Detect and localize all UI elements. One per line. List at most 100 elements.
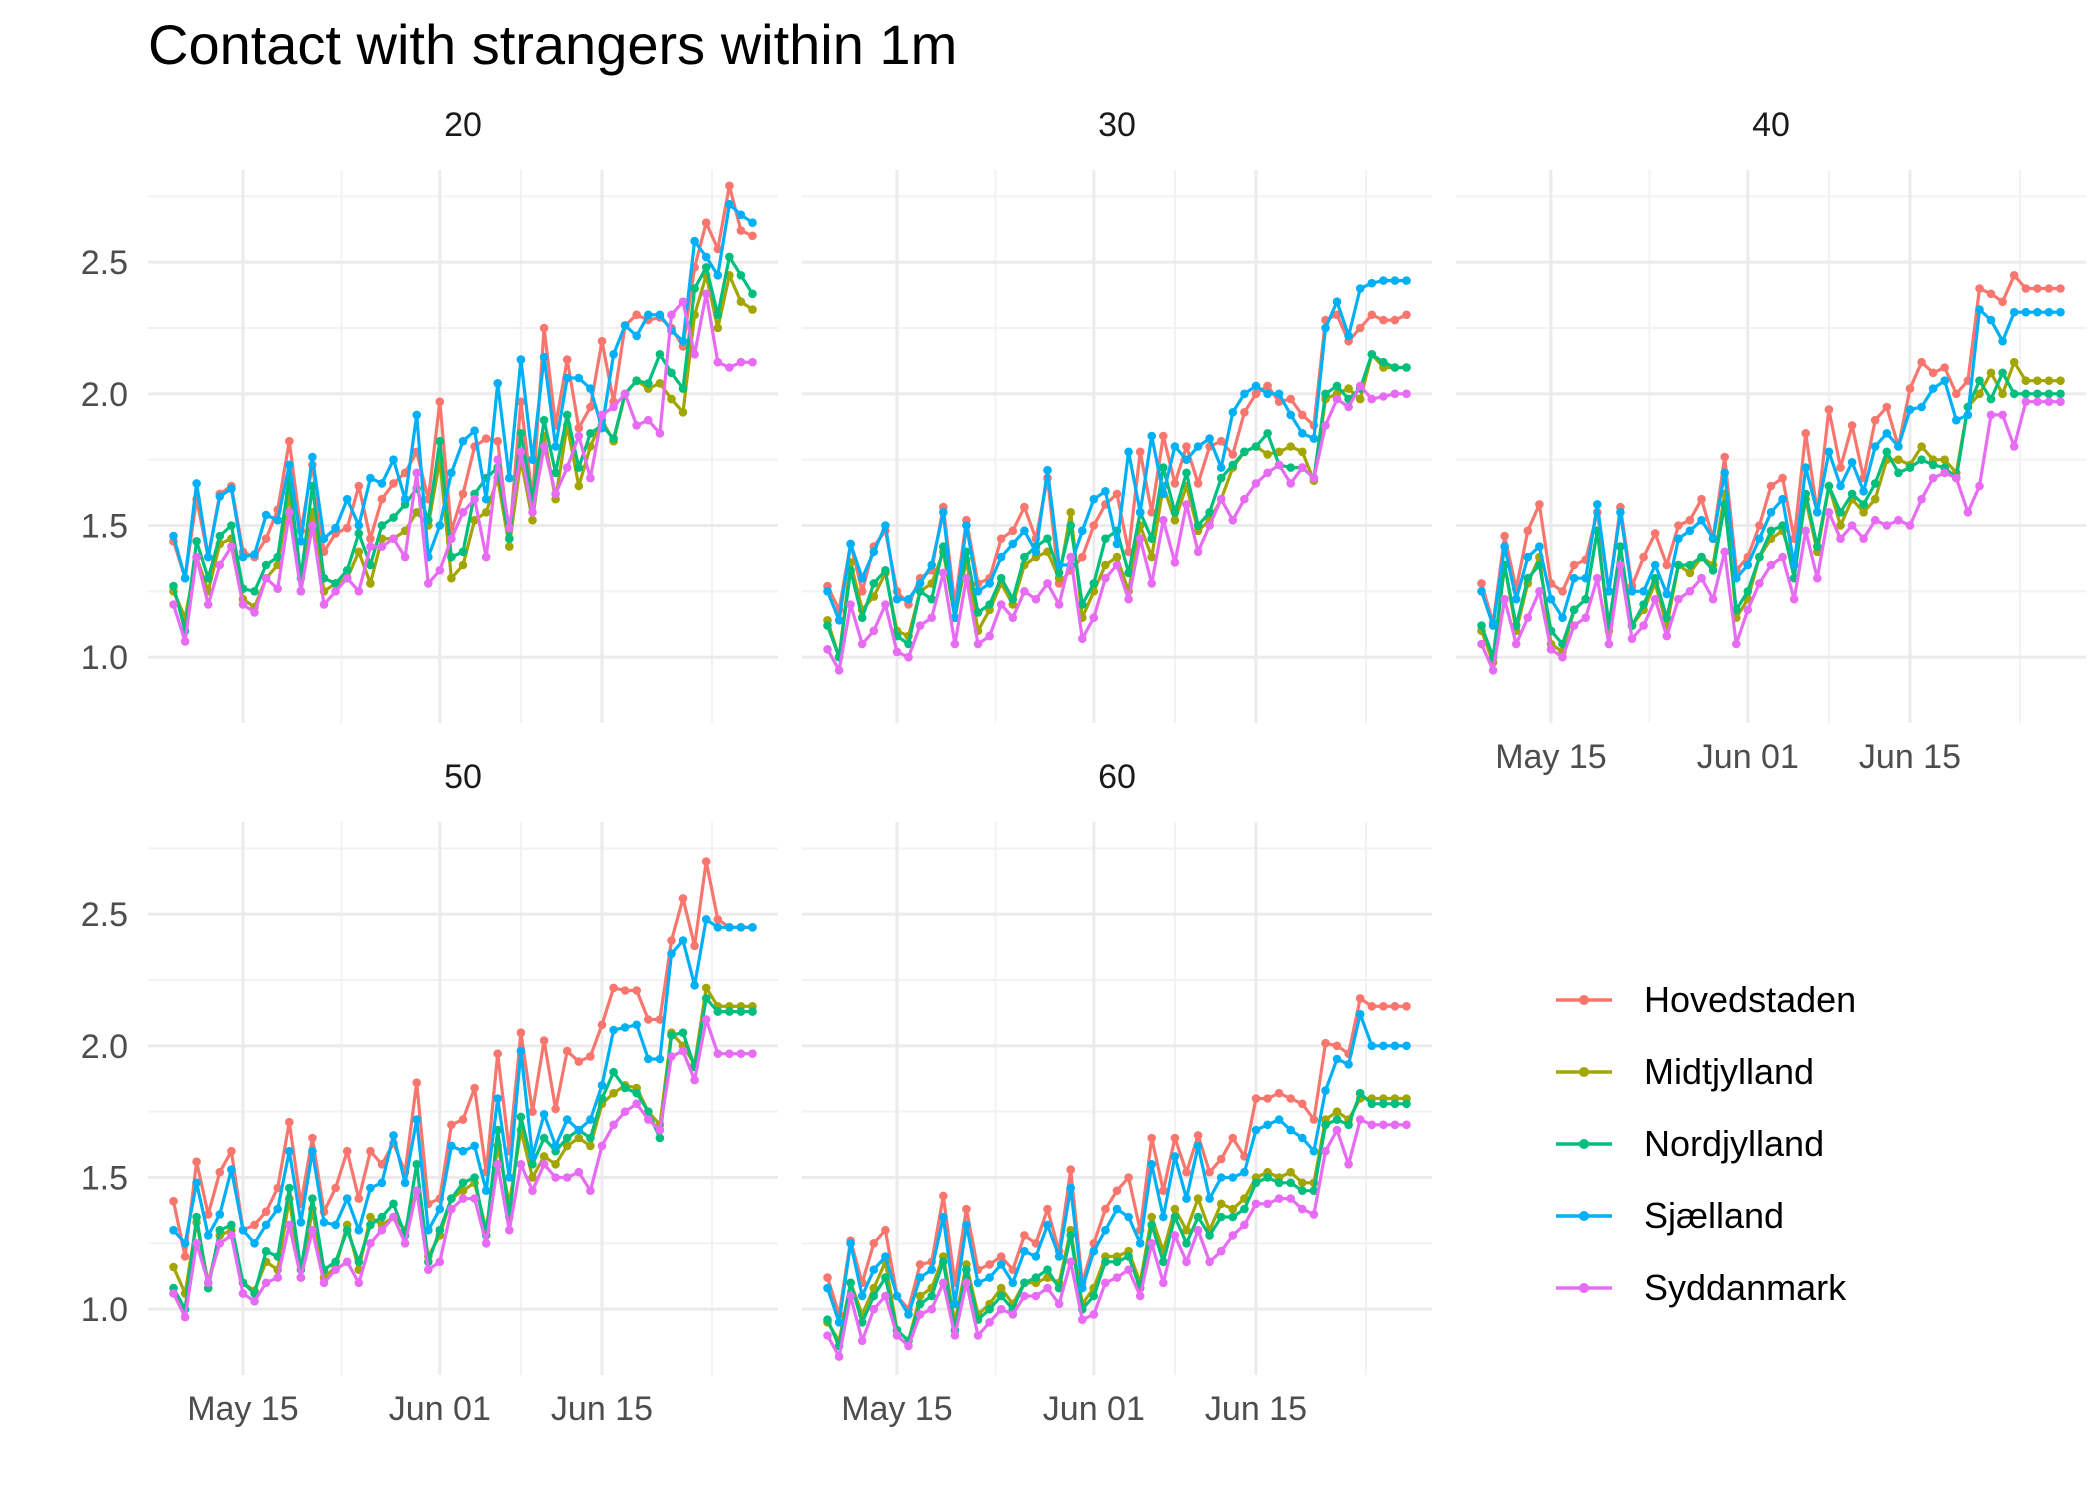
data-point <box>1112 489 1122 499</box>
data-point <box>1569 560 1579 570</box>
data-point <box>377 1225 387 1235</box>
data-point <box>354 1225 364 1235</box>
data-point <box>192 1157 201 1166</box>
data-point <box>1847 458 1857 467</box>
data-point <box>1755 521 1764 530</box>
data-point <box>1355 1115 1365 1124</box>
data-point <box>846 1278 855 1288</box>
data-point <box>725 199 734 209</box>
data-point <box>215 531 225 541</box>
panel-30: 30 <box>802 106 1432 723</box>
data-point <box>1894 455 1903 465</box>
data-point <box>261 560 271 570</box>
data-point <box>1778 494 1787 504</box>
data-point <box>1917 494 1926 504</box>
data-point <box>1569 573 1579 583</box>
data-point <box>713 310 723 320</box>
data-point <box>574 1167 584 1177</box>
data-point <box>632 421 641 430</box>
data-point <box>227 1165 236 1174</box>
data-point <box>273 1183 283 1193</box>
data-point <box>2033 389 2042 399</box>
series-Syddanmark <box>1477 397 2065 675</box>
data-point <box>1500 542 1509 551</box>
data-point <box>1263 450 1272 459</box>
data-point <box>1662 613 1672 622</box>
data-point <box>725 181 734 191</box>
data-point <box>1998 389 2007 399</box>
data-point <box>342 1257 352 1267</box>
data-point <box>1008 1278 1018 1288</box>
data-point <box>1124 447 1133 457</box>
data-point <box>834 616 844 625</box>
data-point <box>551 1104 560 1114</box>
data-point <box>1732 639 1741 649</box>
data-point <box>366 1239 375 1248</box>
data-point <box>1228 408 1238 417</box>
data-point <box>528 515 537 525</box>
data-point <box>331 1257 340 1267</box>
data-point <box>1674 534 1683 543</box>
data-point <box>586 473 595 483</box>
series-Nordjylland <box>823 350 1411 662</box>
data-point <box>470 1194 479 1203</box>
data-point <box>296 1273 306 1282</box>
data-point <box>1089 1310 1099 1319</box>
data-point <box>1089 1291 1099 1301</box>
data-point <box>962 1204 971 1214</box>
data-point <box>1228 1173 1238 1182</box>
data-point <box>366 1220 375 1230</box>
data-point <box>1523 552 1533 562</box>
data-point <box>881 1273 890 1282</box>
data-point <box>528 1173 537 1182</box>
data-point <box>985 600 994 609</box>
data-point <box>400 552 410 562</box>
data-point <box>644 379 653 388</box>
data-point <box>2044 397 2054 407</box>
data-point <box>1824 508 1834 517</box>
data-point <box>1986 410 1996 420</box>
data-point <box>632 1088 641 1098</box>
series-line <box>826 1096 1407 1343</box>
panel-50: 50 1.0 1.5 2.0 2.5 May 15 Jun 01 Jun 15 <box>81 758 778 1428</box>
data-point <box>1228 1212 1238 1222</box>
data-point <box>1928 473 1938 483</box>
data-point <box>366 1212 375 1222</box>
data-point <box>169 1289 178 1298</box>
data-point <box>846 600 855 609</box>
data-point <box>1216 1246 1226 1256</box>
data-point <box>435 436 445 446</box>
y-tick-label: 1.0 <box>81 1291 128 1329</box>
data-point <box>620 1107 630 1116</box>
data-point <box>823 645 832 654</box>
data-point <box>1008 594 1018 604</box>
data-point <box>1205 1231 1214 1240</box>
data-point <box>1274 447 1284 457</box>
data-point <box>1112 560 1122 570</box>
data-point <box>881 521 890 530</box>
data-point <box>551 489 560 499</box>
data-point <box>447 573 456 583</box>
data-point <box>516 1160 526 1169</box>
data-point <box>1344 331 1353 341</box>
data-point <box>1309 473 1319 483</box>
data-point <box>377 1178 387 1188</box>
data-point <box>1975 305 1984 314</box>
data-point <box>1824 447 1834 457</box>
data-point <box>1477 579 1486 588</box>
data-point <box>308 521 317 530</box>
data-point <box>1332 1041 1342 1051</box>
data-point <box>1170 1212 1180 1222</box>
legend-item: Sjælland <box>1556 1195 1784 1236</box>
data-point <box>458 1115 468 1124</box>
data-point <box>447 468 456 478</box>
data-point <box>1263 468 1272 478</box>
data-point <box>389 1131 398 1140</box>
data-point <box>996 534 1006 543</box>
data-point <box>354 1278 364 1288</box>
data-point <box>470 1173 479 1182</box>
data-point <box>609 350 618 359</box>
data-point <box>1344 402 1353 412</box>
data-point <box>1975 481 1984 491</box>
data-point <box>435 1257 445 1267</box>
